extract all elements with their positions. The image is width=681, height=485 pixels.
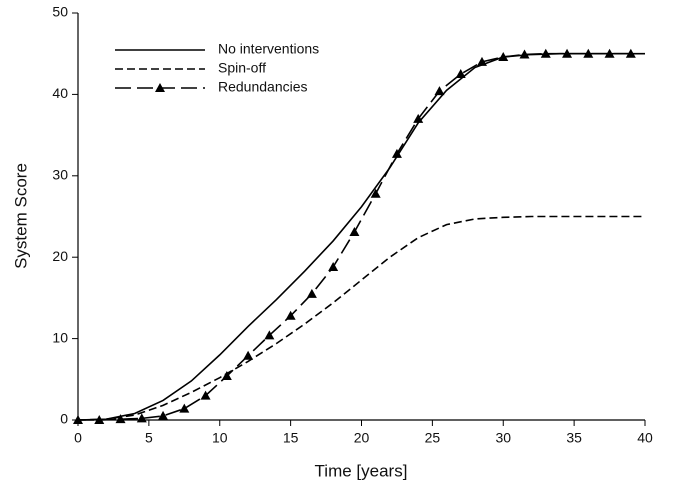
marker [349,226,360,236]
marker [200,390,211,400]
legend-marker [155,83,165,92]
marker [94,415,105,424]
x-tick-label: 25 [425,430,441,446]
marker [625,48,636,58]
x-tick-label: 15 [283,430,299,446]
marker [221,371,232,381]
y-tick-label: 0 [60,411,68,427]
y-tick-label: 10 [52,329,68,345]
marker [498,51,509,61]
marker [476,56,487,66]
y-axis-label: System Score [11,163,30,269]
x-tick-label: 5 [145,430,153,446]
y-tick-label: 50 [52,4,68,20]
legend-label: No interventions [218,41,319,57]
marker [243,350,254,360]
marker [583,48,594,58]
x-tick-label: 35 [566,430,582,446]
marker [136,413,147,423]
marker [391,148,402,158]
series-line [77,215,645,421]
marker [73,415,83,424]
x-axis-label: Time [years] [315,461,408,480]
series-line [77,52,645,421]
y-tick-label: 30 [52,167,68,183]
y-tick-label: 40 [52,85,68,101]
marker [370,188,381,198]
marker [540,48,551,58]
x-tick-label: 20 [354,430,370,446]
marker [285,310,296,320]
x-tick-label: 10 [212,430,228,446]
marker [434,86,445,96]
marker [562,48,573,58]
y-tick-label: 20 [52,248,68,264]
marker [455,69,466,79]
marker [519,49,530,59]
x-tick-label: 40 [637,430,653,446]
marker [115,414,126,424]
marker [604,48,615,58]
x-tick-label: 0 [74,430,82,446]
marker [264,330,275,340]
marker [158,410,169,420]
legend-label: Redundancies [218,79,308,95]
marker [306,288,317,298]
legend-label: Spin-off [218,60,266,76]
marker [328,261,339,271]
series-line [78,52,631,421]
x-tick-label: 30 [495,430,511,446]
marker [179,403,190,413]
marker [413,113,424,123]
